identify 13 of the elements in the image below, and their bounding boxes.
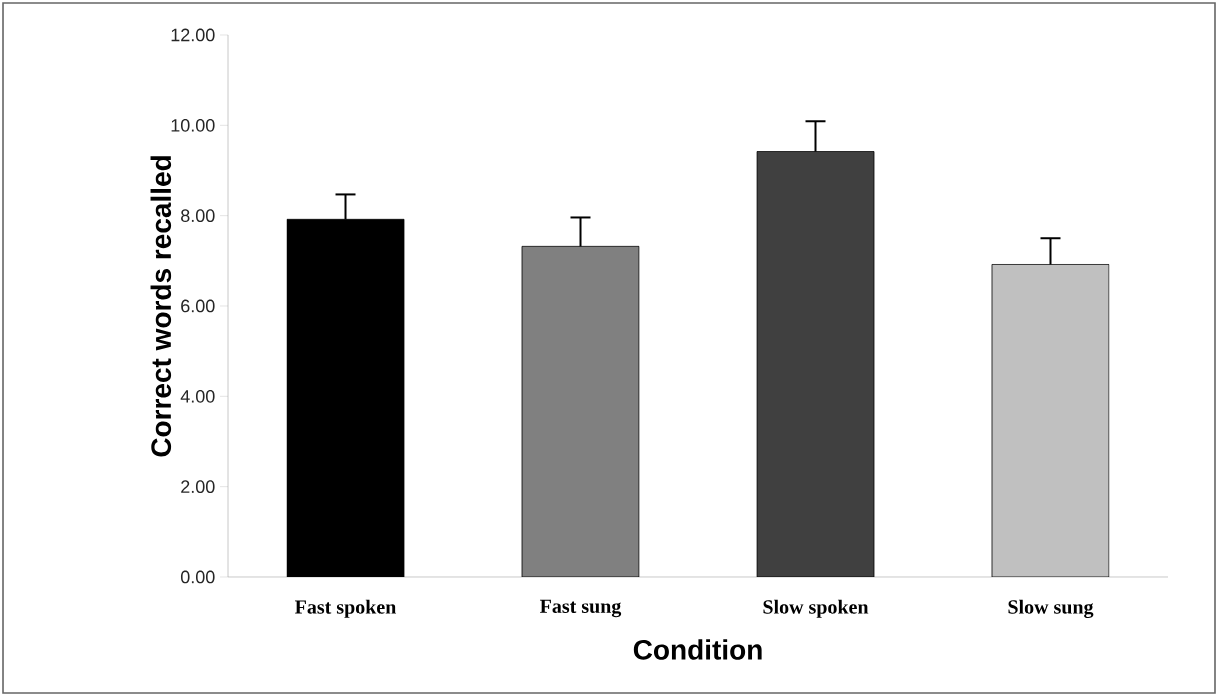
y-tick-label: 4.00 <box>180 389 215 403</box>
x-tick-label: Fast spoken <box>295 599 397 618</box>
y-tick-label: 6.00 <box>181 299 215 313</box>
y-tick-label: 12.00 <box>171 28 215 42</box>
y-tick-label: 10.00 <box>171 118 215 132</box>
x-tick-label: Slow spoken <box>763 599 869 618</box>
y-axis-title: Correct words recalled <box>150 156 172 457</box>
x-tick-label: Slow sung <box>1008 599 1094 618</box>
x-tick-label: Fast sung <box>539 599 622 618</box>
y-tick-label: 0.00 <box>180 570 215 584</box>
y-tick-label: 8.00 <box>181 209 215 223</box>
y-tick-label: 2.00 <box>181 480 215 494</box>
x-axis-title: Condition <box>633 639 762 660</box>
